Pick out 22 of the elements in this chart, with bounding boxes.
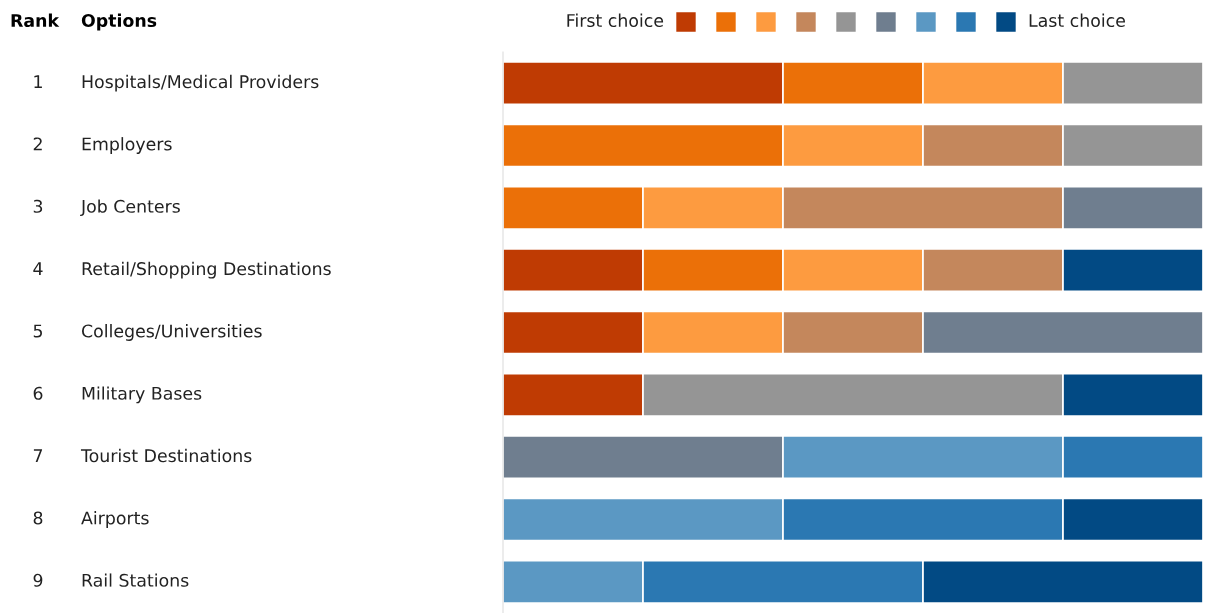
y-tick-label: Employers	[82, 137, 172, 154]
text: 7	[33, 449, 43, 462]
text: 2	[33, 137, 42, 151]
text: 6	[33, 386, 43, 400]
y-tick-label: Military Bases	[82, 386, 202, 404]
legend-label: Last choice	[1029, 13, 1125, 28]
text: Rank	[11, 13, 60, 28]
y-tick-label: Colleges/Universities	[81, 324, 262, 341]
y-tick-label: Hospitals/Medical Providers	[82, 74, 319, 92]
text: 9	[33, 573, 43, 587]
text: 5	[33, 324, 43, 338]
text: 8	[33, 511, 43, 525]
y-tick-label: Retail/Shopping Destinations	[82, 261, 331, 279]
text: 4	[33, 262, 43, 275]
text: 3	[33, 199, 43, 213]
y-tick-label: Job Centers	[80, 199, 180, 217]
y-tick-label: Airports	[81, 511, 149, 528]
text: 1	[34, 75, 42, 88]
y-tick-label: Rail Stations	[82, 573, 189, 587]
y-tick-label: Tourist Destinations	[80, 448, 252, 463]
text: Options	[81, 13, 157, 31]
text: First choice	[567, 13, 664, 28]
